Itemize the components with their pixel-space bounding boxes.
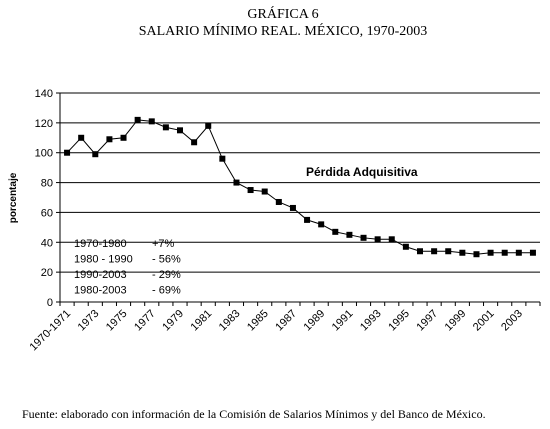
data-point (487, 249, 494, 256)
data-point (233, 179, 240, 186)
data-point (318, 221, 325, 228)
summary-period: 1970-1980 (74, 238, 127, 250)
x-tick-label: 2001 (471, 308, 497, 334)
y-tick-label: 40 (41, 237, 53, 249)
x-tick-label: 1985 (245, 308, 271, 334)
summary-period: 1990-2003 (74, 269, 127, 281)
x-tick-label: 1993 (358, 308, 384, 334)
data-point (459, 249, 466, 256)
data-point (473, 251, 480, 258)
x-axis-ticks: 1970-1971 1973 1975 1977 1979 1981 1983 1985 198… (27, 302, 541, 354)
data-point (275, 198, 282, 205)
figure-heading: GRÁFICA 6 (247, 5, 318, 22)
data-point (261, 188, 268, 195)
x-tick-label: 1975 (104, 308, 130, 334)
summary-change: - 29% (152, 269, 181, 281)
data-point (120, 134, 127, 141)
summary-change: - 69% (152, 285, 181, 297)
data-point (402, 243, 409, 250)
x-tick-label: 1983 (217, 308, 243, 334)
data-point (529, 249, 536, 256)
y-axis-label: porcentaje (8, 172, 19, 223)
data-point (148, 118, 155, 125)
data-point (162, 124, 169, 131)
x-tick-label: 1989 (301, 308, 327, 334)
y-tick-label: 60 (41, 207, 53, 219)
y-tick-label: 80 (41, 178, 53, 190)
data-point (219, 155, 226, 162)
x-tick-label: 1977 (132, 308, 158, 334)
data-point (304, 216, 311, 223)
data-point (501, 249, 508, 256)
y-tick-label: 0 (47, 297, 53, 309)
y-tick-label: 120 (35, 118, 53, 130)
y-axis-ticks: 0 20 40 60 80 100 120 140 (35, 88, 60, 309)
summary-table: 1970-1980 +7% 1980 - 1990 - 56% 1990-2003 - 2… (74, 238, 181, 297)
data-point (388, 236, 395, 243)
grid-lines (60, 92, 540, 273)
data-point (374, 236, 381, 243)
data-point (417, 248, 423, 255)
data-point (445, 248, 452, 255)
data-point (78, 134, 85, 141)
data-point (289, 204, 296, 211)
data-point (92, 151, 99, 158)
data-point (134, 116, 141, 123)
x-tick-label: 1991 (330, 308, 356, 334)
plot-axes (59, 93, 540, 303)
data-point (191, 139, 198, 146)
annotation-label: Pérdida Adquisitiva (306, 165, 418, 179)
data-point (515, 249, 522, 256)
source-note: Fuente: elaborado con información de la … (22, 407, 486, 421)
series-line (66, 119, 533, 255)
series-salario-minimo (64, 116, 536, 258)
x-tick-label: 1973 (76, 308, 102, 334)
summary-period: 1980 - 1990 (74, 254, 133, 266)
x-tick-label: 1981 (189, 308, 215, 334)
data-point (177, 127, 183, 134)
y-tick-label: 100 (35, 148, 53, 160)
data-point (247, 187, 254, 194)
summary-change: - 56% (152, 254, 181, 266)
x-tick-label: 1970-1971 (27, 308, 73, 354)
data-point (106, 136, 113, 143)
chart-title: SALARIO MÍNIMO REAL. MÉXICO, 1970-2003 (139, 22, 428, 39)
y-tick-label: 140 (35, 88, 53, 100)
data-point (205, 122, 212, 129)
data-point (346, 231, 353, 238)
x-tick-label: 1995 (386, 308, 412, 334)
data-point (360, 234, 367, 241)
summary-period: 1980-2003 (74, 285, 127, 297)
x-tick-label: 1979 (160, 308, 186, 334)
y-tick-label: 20 (41, 267, 53, 279)
data-point (64, 149, 71, 156)
x-tick-label: 1997 (414, 308, 440, 334)
summary-change: +7% (152, 238, 175, 250)
x-tick-label: 1999 (443, 308, 469, 334)
data-point (431, 248, 438, 255)
data-point (332, 228, 339, 235)
x-tick-label: 2003 (499, 308, 525, 334)
x-tick-label: 1987 (273, 308, 299, 334)
